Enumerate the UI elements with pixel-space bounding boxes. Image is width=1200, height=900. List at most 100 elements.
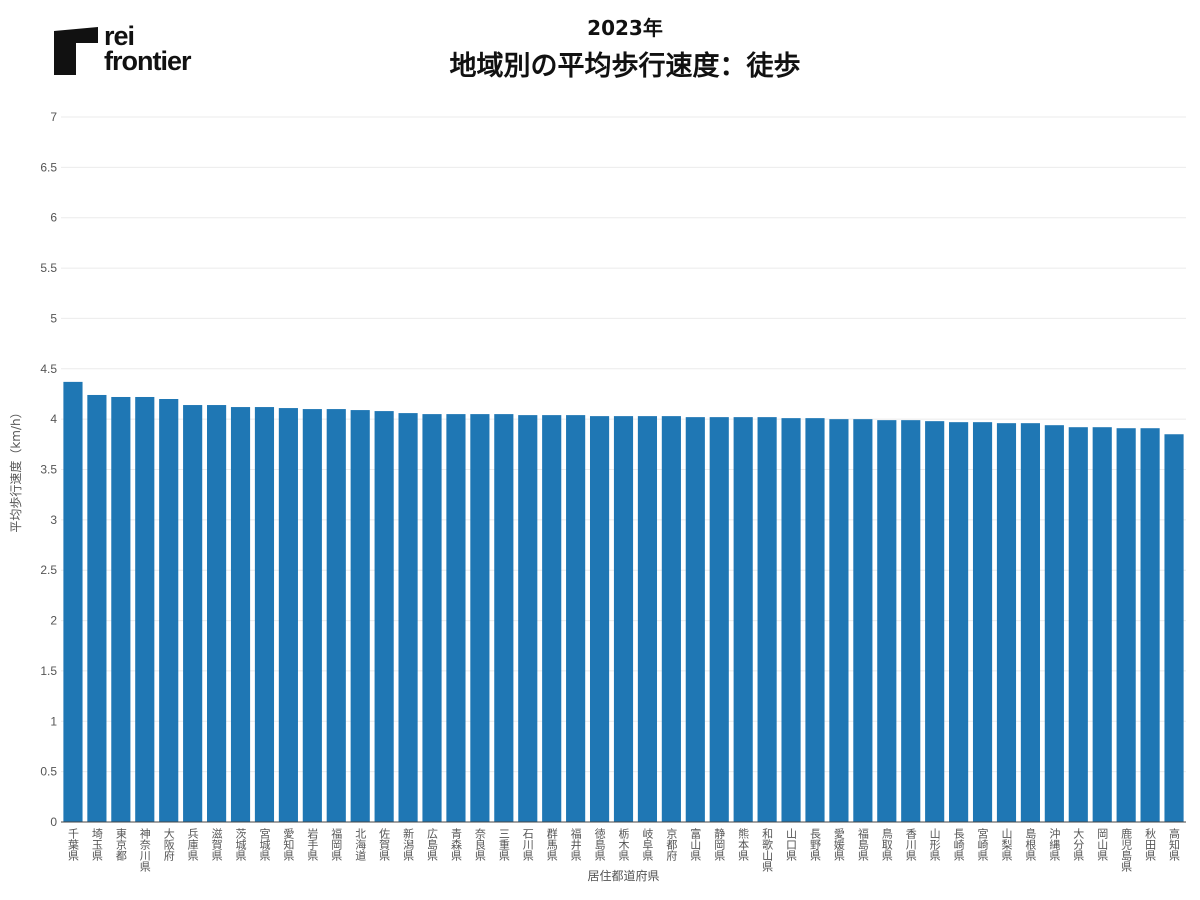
bar xyxy=(63,381,83,822)
x-tick-label: 東京都 xyxy=(114,828,127,861)
bar xyxy=(350,410,370,822)
x-tick-label: 熊本県 xyxy=(737,827,750,862)
x-tick-label: 滋賀県 xyxy=(210,828,223,862)
bar xyxy=(302,409,322,822)
x-tick-label: 鹿児島県 xyxy=(1120,827,1133,873)
x-tick-label: 新潟県 xyxy=(402,827,415,862)
bar xyxy=(613,416,634,822)
x-tick-label: 山梨県 xyxy=(1000,828,1013,862)
x-tick-label: 群馬県 xyxy=(545,827,558,862)
bar xyxy=(207,405,227,822)
bar xyxy=(1044,425,1064,822)
bar xyxy=(661,416,681,822)
x-tick-label: 岩手県 xyxy=(306,827,319,862)
x-tick-label: 茨城県 xyxy=(234,827,247,862)
bar xyxy=(637,416,658,822)
x-tick-label: 愛媛県 xyxy=(832,828,845,862)
x-tick-label: 北海道 xyxy=(354,828,367,861)
bar xyxy=(278,408,298,822)
bar xyxy=(254,407,275,822)
rei-frontier-logo: rei frontier xyxy=(54,23,214,79)
x-tick-label: 静岡県 xyxy=(713,827,726,862)
x-tick-label: 大阪府 xyxy=(162,827,175,862)
x-tick-label: 和歌山県 xyxy=(761,828,774,873)
x-tick-label: 香川県 xyxy=(904,828,917,862)
x-tick-label: 青森県 xyxy=(449,828,462,862)
y-tick-label: 6.5 xyxy=(40,160,57,174)
bar xyxy=(470,414,490,822)
bar xyxy=(542,415,562,822)
bar xyxy=(853,419,873,822)
bar xyxy=(877,420,897,822)
bar xyxy=(709,417,729,822)
bar xyxy=(374,411,394,822)
bar xyxy=(1092,427,1112,822)
bar xyxy=(398,413,418,822)
x-tick-label: 埼玉県 xyxy=(90,827,103,862)
x-tick-label: 長野県 xyxy=(808,828,821,862)
y-tick-label: 0 xyxy=(50,815,57,829)
x-tick-label: 宮崎県 xyxy=(976,827,989,862)
x-tick-label: 富山県 xyxy=(689,827,702,862)
x-tick-label: 島根県 xyxy=(1024,827,1037,862)
x-axis-label: 居住都道府県 xyxy=(587,868,659,883)
x-tick-label: 京都府 xyxy=(665,827,678,862)
x-tick-label: 佐賀県 xyxy=(378,827,391,862)
x-tick-label: 栃木県 xyxy=(617,827,630,862)
bar xyxy=(972,422,993,822)
bar xyxy=(111,396,131,822)
x-tick-label: 三重県 xyxy=(497,828,510,862)
y-tick-label: 0.5 xyxy=(40,765,57,779)
x-tick-label: 福島県 xyxy=(856,827,869,862)
bar xyxy=(230,407,251,822)
x-tick-label: 広島県 xyxy=(426,828,439,862)
bar xyxy=(1116,428,1136,822)
bar xyxy=(589,416,610,822)
bar xyxy=(685,417,705,822)
logo-text-line2: frontier xyxy=(104,46,191,76)
bar xyxy=(1068,427,1088,822)
bar xyxy=(1140,428,1160,822)
x-tick-label: 福岡県 xyxy=(330,827,343,862)
bar xyxy=(87,394,107,822)
x-tick-label: 奈良県 xyxy=(473,827,486,862)
y-tick-label: 7 xyxy=(50,110,57,124)
y-tick-label: 2.5 xyxy=(40,563,57,577)
y-axis-label: 平均歩行速度（km/h） xyxy=(8,406,23,532)
x-tick-label: 高知県 xyxy=(1168,827,1181,862)
y-tick-label: 4 xyxy=(50,412,57,426)
bar xyxy=(733,417,753,822)
bar xyxy=(1164,434,1184,822)
bar xyxy=(996,423,1017,822)
bar xyxy=(326,409,346,822)
y-tick-label: 4.5 xyxy=(40,362,57,376)
logo-text: rei frontier xyxy=(104,23,191,76)
y-tick-label: 5.5 xyxy=(40,261,57,275)
y-tick-label: 1.5 xyxy=(40,664,57,678)
x-tick-label: 鳥取県 xyxy=(880,827,893,862)
y-tick-label: 5 xyxy=(50,311,57,325)
x-tick-label: 岡山県 xyxy=(1096,828,1109,862)
x-tick-label: 石川県 xyxy=(521,828,534,862)
x-tick-label: 長崎県 xyxy=(952,828,965,862)
x-tick-label: 宮城県 xyxy=(258,827,271,862)
bar xyxy=(422,414,442,822)
chart-title: 地域別の平均歩行速度：徒歩 xyxy=(449,51,801,82)
bar xyxy=(566,415,586,822)
bar xyxy=(135,396,155,822)
bar xyxy=(925,421,945,822)
bar xyxy=(1020,423,1040,822)
bar xyxy=(781,418,801,822)
y-tick-label: 1 xyxy=(50,714,57,728)
bar xyxy=(829,419,849,822)
logo-mark-icon xyxy=(54,27,98,75)
bar xyxy=(949,422,969,822)
bar xyxy=(805,418,825,822)
bar xyxy=(446,414,466,822)
x-tick-label: 千葉県 xyxy=(66,828,79,862)
bar xyxy=(757,417,777,822)
x-tick-label: 沖縄県 xyxy=(1048,828,1061,862)
x-tick-label: 兵庫県 xyxy=(186,828,199,862)
x-tick-label: 岐阜県 xyxy=(641,828,654,862)
